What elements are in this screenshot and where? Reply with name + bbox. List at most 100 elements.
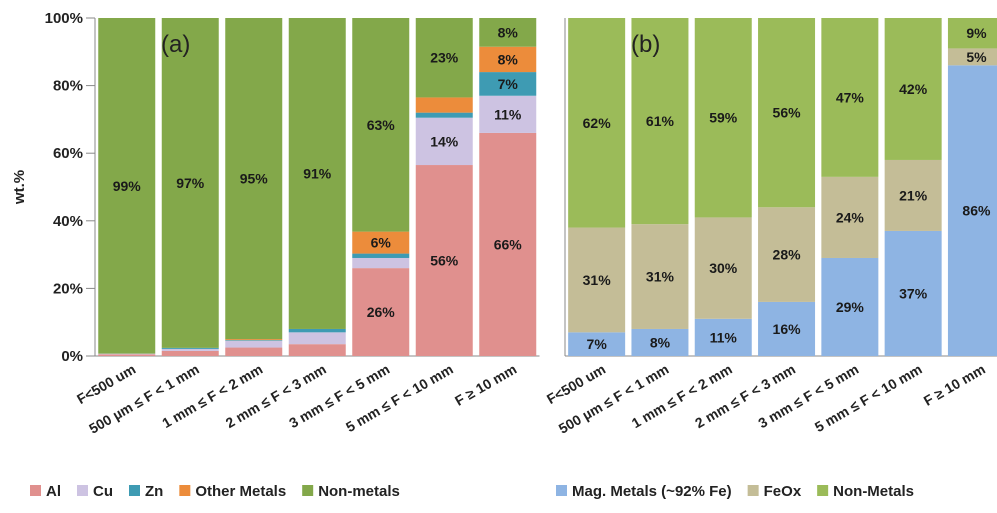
- data-label: 21%: [899, 187, 928, 203]
- bar-segment-other-metals: [415, 97, 473, 113]
- data-label: 30%: [709, 260, 738, 276]
- data-label: 31%: [646, 269, 675, 285]
- bar-segment-non-metals: [479, 18, 537, 47]
- data-label: 91%: [303, 165, 332, 181]
- bar-segment-non-metals: [631, 18, 689, 225]
- data-label: 63%: [367, 117, 396, 133]
- bar-segment-al: [288, 344, 346, 356]
- y-tick-label: 40%: [53, 213, 83, 230]
- bar-segment-cu: [161, 348, 219, 351]
- bar-segment-other-metals: [352, 231, 410, 254]
- y-axis-title: wt.%: [11, 170, 28, 205]
- data-label: 11%: [494, 106, 522, 122]
- category-label: 500 µm ≤ F < 1 mm: [86, 361, 202, 437]
- data-label: 7%: [498, 76, 519, 92]
- bar-segment-feox: [631, 224, 689, 329]
- legend-swatch: [747, 485, 759, 496]
- bar-segment-non-metals: [225, 18, 283, 340]
- data-label: 8%: [650, 334, 671, 350]
- category-label: F ≥ 10 mm: [452, 361, 519, 409]
- bar-segment-mag-metals-92-fe-: [947, 65, 997, 356]
- legend-swatch: [556, 485, 567, 496]
- data-label: 8%: [498, 24, 519, 40]
- legend-swatch: [302, 485, 314, 496]
- legend-label: FeOx: [764, 483, 802, 500]
- data-label: 5%: [966, 49, 987, 65]
- bar-segment-al: [415, 165, 473, 356]
- bar-segment-non-metals: [352, 18, 410, 232]
- bar-segment-zn: [352, 253, 410, 258]
- bar-segment-non-metals: [947, 18, 997, 49]
- bar-segment-non-metals: [821, 18, 879, 177]
- bar-segment-feox: [694, 217, 752, 319]
- bar-segment-mag-metals-92-fe-: [758, 301, 816, 356]
- data-label: 62%: [583, 115, 612, 131]
- data-label: 61%: [646, 113, 675, 129]
- data-label: 37%: [899, 285, 928, 301]
- bar-segment-zn: [479, 72, 537, 96]
- data-label: 97%: [176, 175, 205, 191]
- category-label: 5 mm ≤ F < 10 mm: [812, 361, 925, 435]
- data-label: 23%: [430, 50, 459, 66]
- bar-segment-mag-metals-92-fe-: [568, 332, 626, 356]
- data-label: 95%: [240, 171, 269, 187]
- bar-segment-cu: [415, 117, 473, 166]
- data-label: 8%: [498, 51, 519, 67]
- legend-label: Other Metals: [195, 483, 286, 500]
- category-label: 500 µm ≤ F < 1 mm: [556, 361, 672, 437]
- y-tick-label: 20%: [53, 280, 83, 297]
- data-label: 14%: [430, 133, 459, 149]
- bar-segment-non-metals: [288, 18, 346, 329]
- legend-label: Non-metals: [318, 483, 400, 500]
- data-label: 59%: [709, 110, 738, 126]
- legend-label: Cu: [93, 483, 113, 500]
- legend-swatch: [129, 485, 140, 496]
- data-label: 56%: [430, 253, 459, 269]
- data-label: 28%: [773, 247, 802, 263]
- bar-segment-cu: [225, 340, 283, 348]
- y-tick-label: 60%: [53, 145, 83, 162]
- data-label: 47%: [836, 89, 865, 105]
- legend-swatch: [817, 485, 829, 496]
- category-label: F ≥ 10 mm: [921, 361, 988, 409]
- y-tick-label: 100%: [45, 10, 83, 27]
- data-label: 24%: [836, 209, 865, 225]
- legend-label: Mag. Metals (~92% Fe): [572, 483, 732, 500]
- bar-segment-zn: [161, 347, 219, 349]
- bar-segment-non-metals: [758, 18, 816, 208]
- bar-segment-feox: [947, 48, 997, 66]
- data-label: 6%: [371, 235, 392, 251]
- bar-segment-mag-metals-92-fe-: [694, 318, 752, 356]
- data-label: 42%: [899, 81, 928, 97]
- bar-segment-non-metals: [568, 18, 626, 228]
- bar-segment-feox: [758, 207, 816, 302]
- data-label: 11%: [710, 329, 738, 345]
- data-label: 29%: [836, 299, 865, 315]
- data-label: 86%: [962, 203, 991, 219]
- bar-segment-al: [352, 268, 410, 356]
- bar-segment-non-metals: [694, 18, 752, 218]
- panel-label: (b): [631, 31, 660, 58]
- legend-swatch: [77, 485, 88, 496]
- bar-segment-feox: [568, 227, 626, 333]
- legend-label: Al: [46, 483, 61, 500]
- bar-segment-feox: [821, 176, 879, 258]
- y-tick-label: 0%: [61, 348, 83, 365]
- data-label: 16%: [773, 321, 802, 337]
- bar-segment-non-metals: [415, 18, 473, 98]
- bar-segment-non-metals: [98, 18, 156, 354]
- bar-segment-non-metals: [161, 18, 219, 348]
- bar-segment-al: [479, 132, 537, 356]
- panel-label: (a): [161, 31, 190, 58]
- y-tick-label: 80%: [53, 78, 83, 95]
- category-label: 5 mm ≤ F < 10 mm: [343, 361, 456, 435]
- data-label: 7%: [587, 336, 608, 352]
- legend-label: Zn: [145, 483, 163, 500]
- bar-segment-al: [98, 354, 156, 356]
- legend-label: Non-Metals: [833, 483, 914, 500]
- data-label: 56%: [773, 105, 802, 121]
- bar-segment-cu: [98, 353, 156, 355]
- bar-segment-mag-metals-92-fe-: [821, 257, 879, 356]
